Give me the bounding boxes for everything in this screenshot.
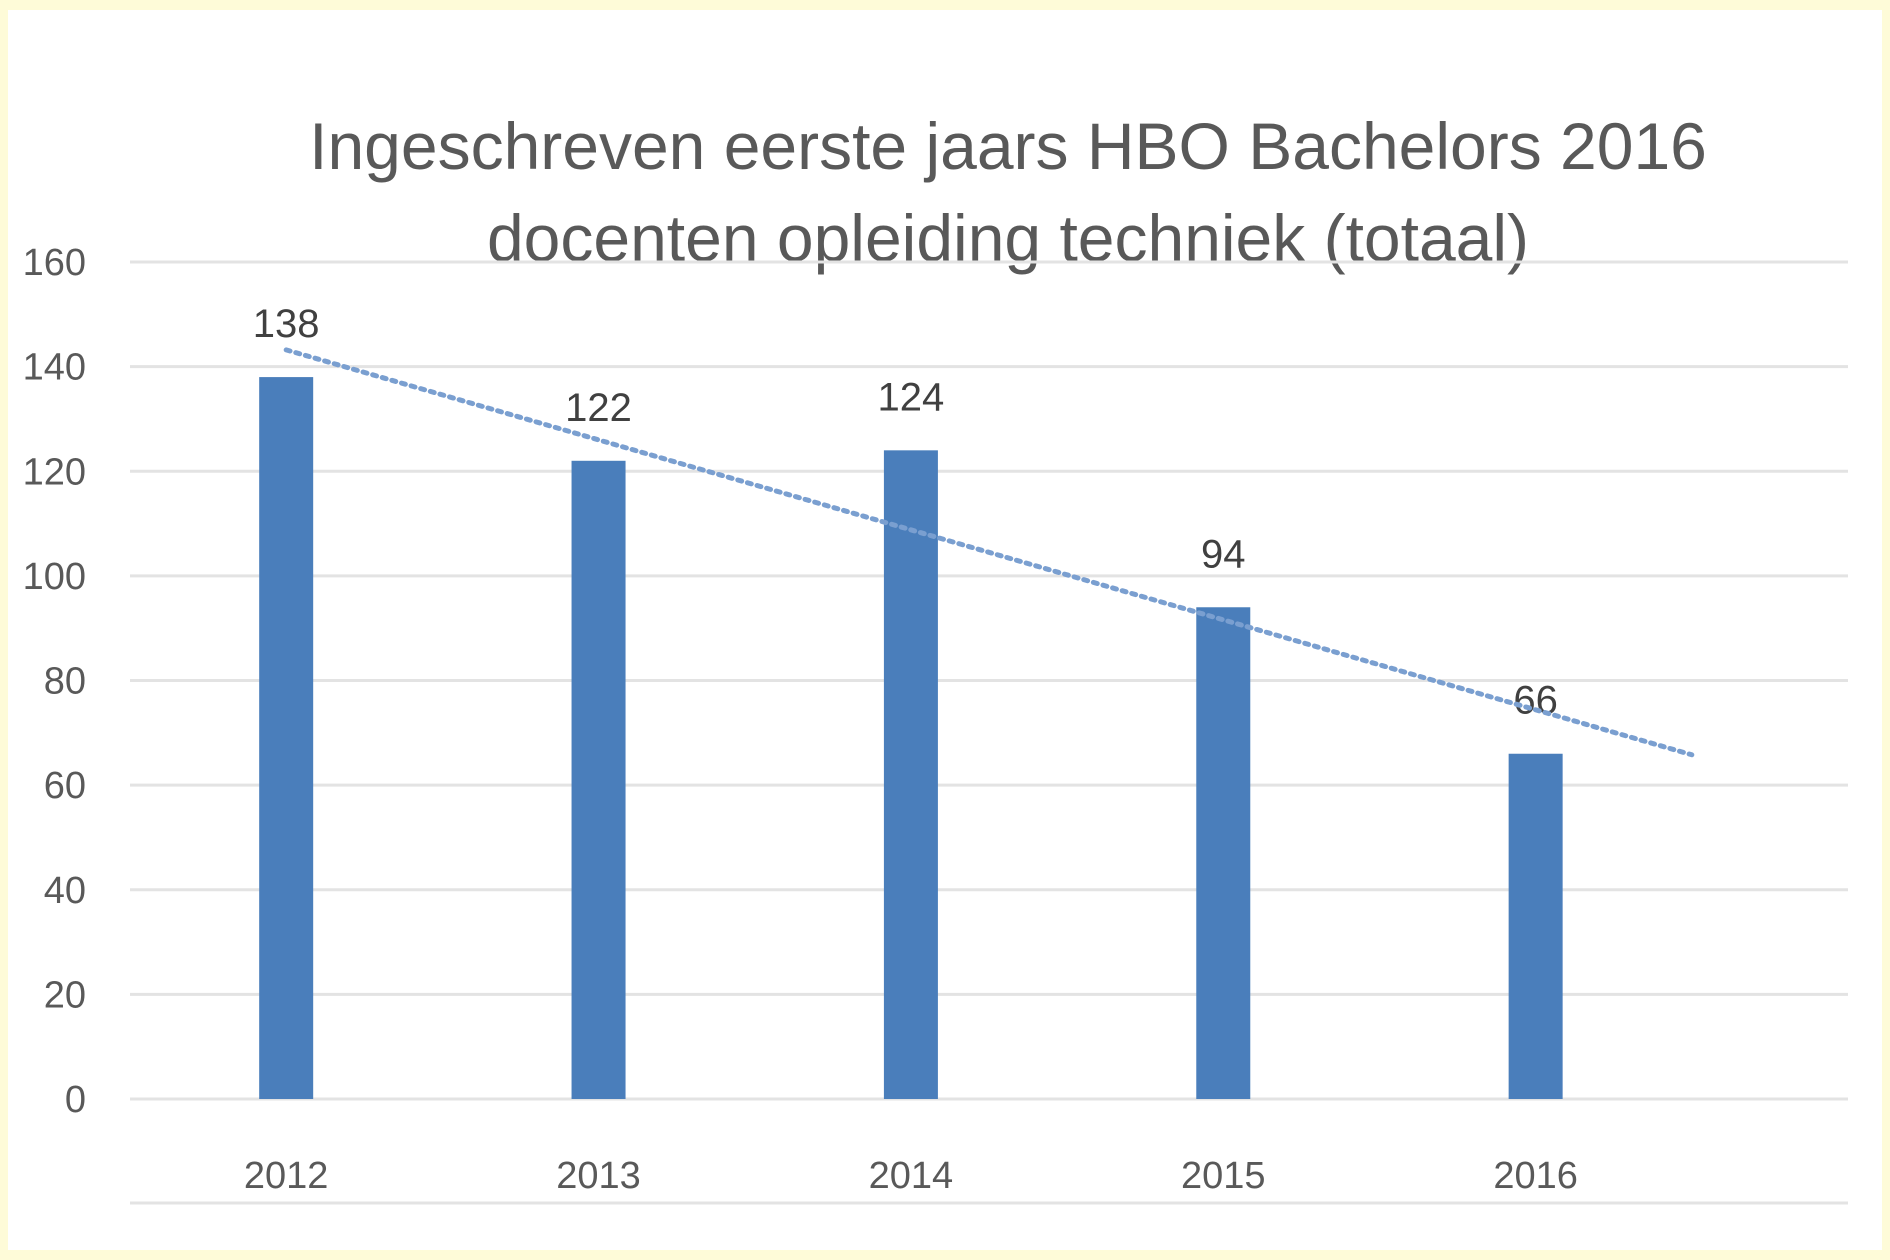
bar [259, 377, 314, 1099]
y-tick-label: 160 [23, 242, 86, 284]
chart-title: Ingeschreven eerste jaars HBO Bachelors … [188, 100, 1828, 284]
bar [571, 460, 626, 1100]
x-tick-label: 2015 [1181, 1155, 1266, 1197]
y-tick-label: 120 [23, 451, 86, 493]
y-tick-label: 100 [23, 556, 86, 598]
x-tick-label: 2012 [244, 1155, 329, 1197]
bar-chart: 0 20 40 60 80 100 120 140 160 138 2012 122 2013 124 20… [23, 242, 1848, 1205]
y-tick-label: 40 [44, 870, 86, 912]
chart-title-line-1: Ingeschreven eerste jaars HBO Bachelors … [309, 109, 1707, 183]
data-label: 138 [253, 302, 320, 346]
bar [883, 450, 938, 1099]
x-tick-label: 2016 [1493, 1155, 1578, 1197]
y-tick-label: 20 [44, 974, 86, 1016]
data-label: 94 [1201, 532, 1246, 576]
y-tick-label: 80 [44, 661, 86, 703]
bar [1508, 753, 1563, 1099]
data-label: 66 [1513, 679, 1558, 723]
x-tick-label: 2014 [869, 1155, 954, 1197]
y-tick-label: 140 [23, 347, 86, 389]
trendline [283, 347, 1695, 758]
y-tick-label: 60 [44, 765, 86, 807]
chart-card: Ingeschreven eerste jaars HBO Bachelors … [8, 10, 1882, 1250]
x-tick-label: 2013 [556, 1155, 641, 1197]
data-label: 122 [565, 386, 632, 430]
y-tick-label: 0 [65, 1079, 86, 1121]
bar [1196, 607, 1251, 1099]
data-label: 124 [878, 375, 945, 419]
